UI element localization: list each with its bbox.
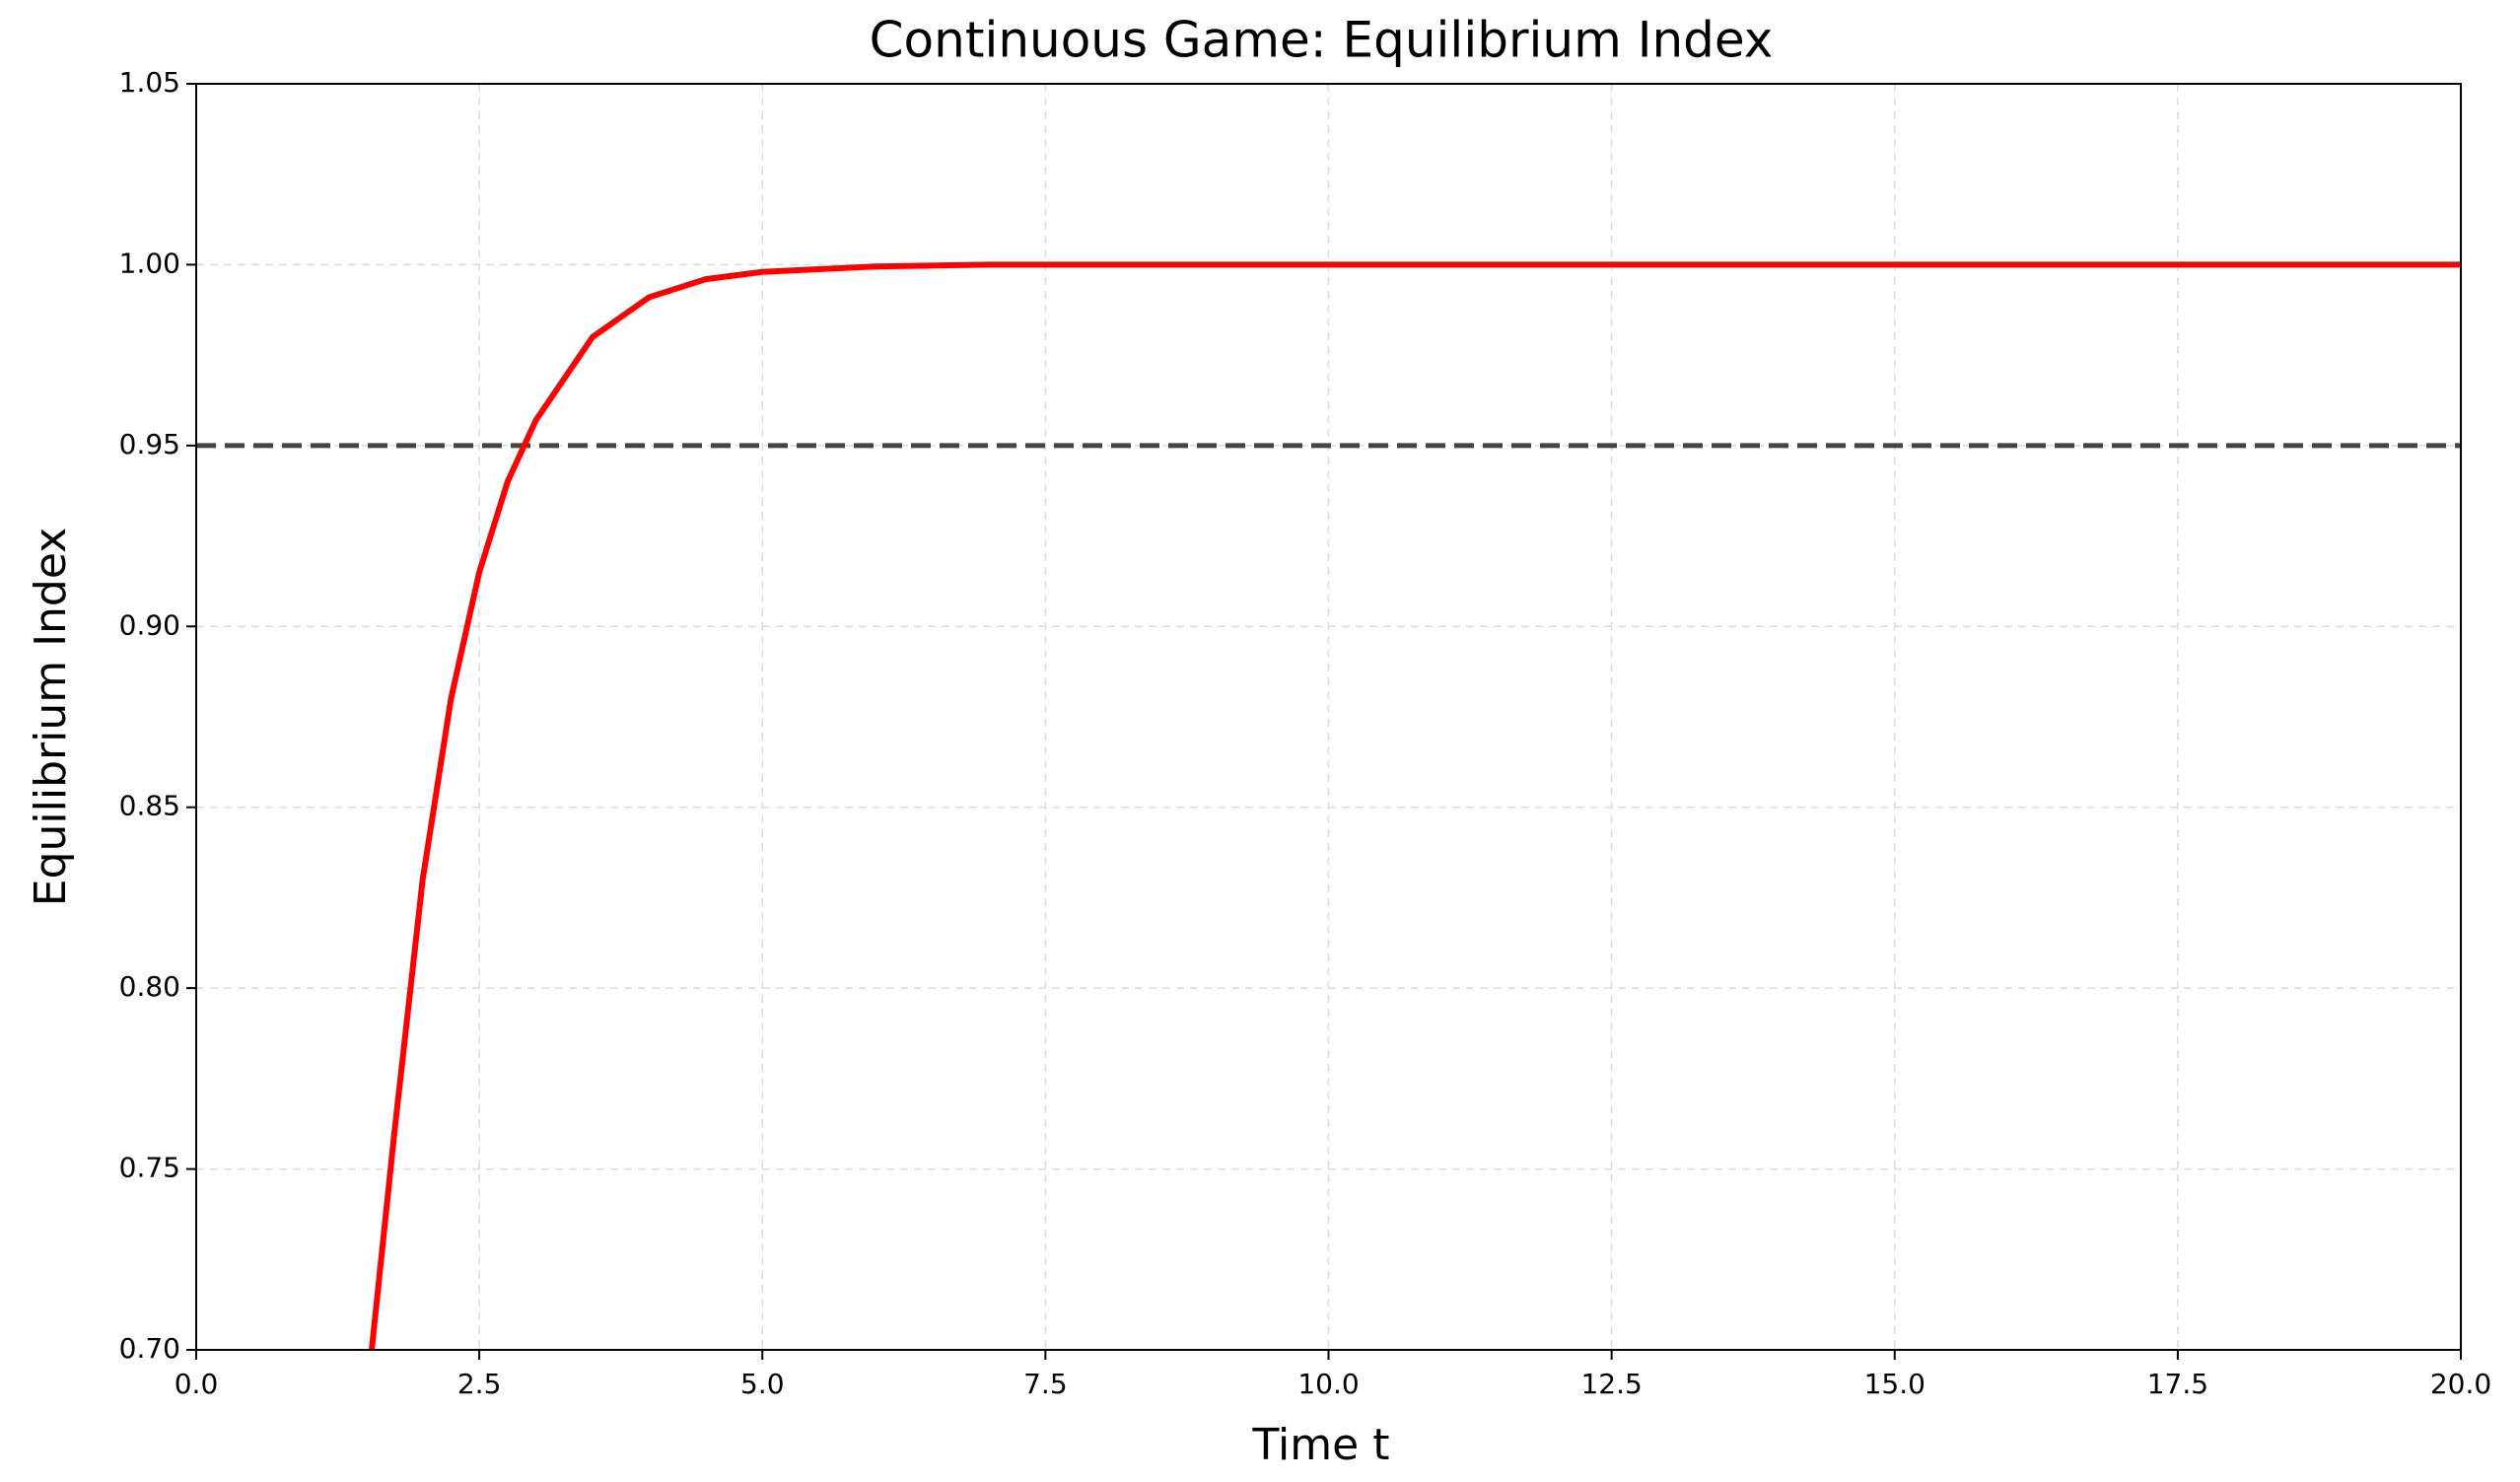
x-tick-label: 7.5 [1023,1368,1068,1400]
y-tick-label: 0.95 [119,428,180,460]
y-tick-label: 0.90 [119,608,180,641]
y-tick-label: 1.05 [119,66,180,99]
chart-title: Continuous Game: Equilibrium Index [870,12,1774,69]
x-tick-label: 0.0 [175,1368,219,1400]
x-tick-label: 12.5 [1580,1368,1642,1400]
x-tick-label: 2.5 [457,1368,502,1400]
x-tick-label: 20.0 [2430,1368,2491,1400]
x-tick-label: 10.0 [1297,1368,1359,1400]
y-axis-label: Equilibrium Index [26,528,76,906]
plot-frame [195,83,2462,1351]
x-tick-label: 5.0 [740,1368,785,1400]
y-tick-label: 0.85 [119,790,180,822]
x-axis-label: Time t [1252,1420,1390,1470]
y-tick-label: 0.70 [119,1332,180,1365]
y-tick-label: 0.75 [119,1152,180,1184]
y-tick-label: 0.80 [119,970,180,1003]
data-line [369,261,2461,1350]
x-tick-label: 17.5 [2147,1368,2208,1400]
x-tick-label: 15.0 [1864,1368,1925,1400]
y-tick-label: 1.00 [119,247,180,279]
